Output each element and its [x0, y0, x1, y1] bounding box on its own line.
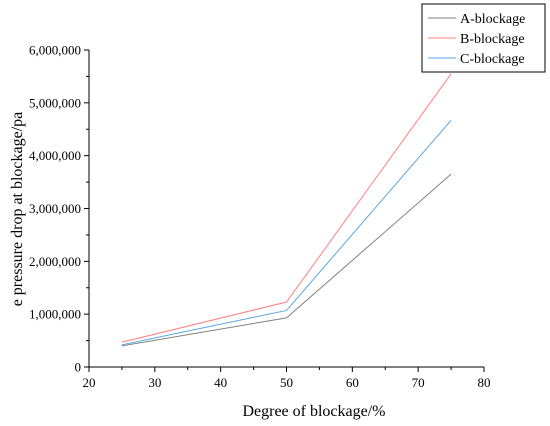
- y-tick-label: 6,000,000: [29, 43, 81, 58]
- series-lines: [121, 73, 452, 347]
- y-axis-label: e pressure drop at blockage/pa: [9, 112, 26, 307]
- x-tick-label: 30: [148, 375, 161, 390]
- legend-label: A-blockage: [460, 12, 525, 27]
- x-tick-label: 20: [83, 375, 96, 390]
- legend-label: C-blockage: [460, 52, 525, 67]
- ticks: 20 30 40 50 60 70 80 0 1,000,000 2,000,000 3,000,0…: [29, 43, 491, 391]
- y-tick-label: 0: [75, 360, 82, 375]
- y-tick-label: 4,000,000: [29, 148, 81, 163]
- series-line-c-blockage: [121, 119, 452, 346]
- axes: [88, 50, 484, 368]
- y-tick-label: 5,000,000: [29, 95, 81, 110]
- legend: A-blockage B-blockage C-blockage: [421, 3, 546, 73]
- x-tick-label: 40: [214, 375, 227, 390]
- x-tick-label: 60: [346, 375, 359, 390]
- y-tick-label: 2,000,000: [29, 254, 81, 269]
- x-tick-label: 50: [280, 375, 293, 390]
- series-line-b-blockage: [121, 73, 452, 343]
- y-tick-label: 3,000,000: [29, 201, 81, 216]
- series-line-a-blockage: [121, 173, 452, 347]
- y-tick-label: 1,000,000: [29, 307, 81, 322]
- x-tick-label: 80: [478, 375, 491, 390]
- x-axis-label: Degree of blockage/%: [242, 403, 385, 420]
- legend-label: B-blockage: [460, 32, 525, 47]
- x-tick-label: 70: [412, 375, 425, 390]
